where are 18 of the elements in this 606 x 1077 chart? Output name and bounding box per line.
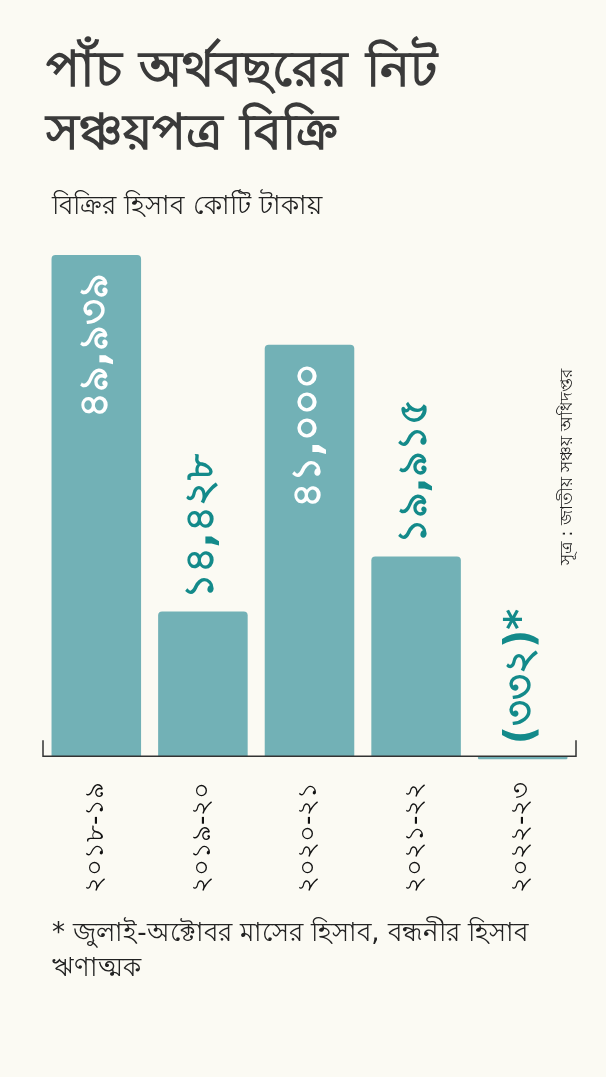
- chart-subtitle: বিক্রির হিসাব কোটি টাকায়: [50, 188, 324, 222]
- bar: [51, 255, 142, 757]
- bar: [264, 344, 355, 757]
- data-label: ৪৯,৯৩৯: [69, 273, 116, 419]
- x-tick-label: ২০২১-২২: [398, 781, 429, 894]
- x-tick-label: ২০১৮-১৯: [79, 781, 110, 894]
- data-label: ১৯,৯১৫: [389, 399, 436, 545]
- data-label: ১৪,৪২৮: [176, 453, 223, 600]
- chart-title: পাঁচ অর্থবছরের নিট সঞ্চয়পত্র বিক্রি: [43, 35, 440, 163]
- bar: [158, 611, 248, 757]
- x-tick-label: ২০২২-২৩: [505, 781, 536, 894]
- data-label: ৪১,০০০: [282, 362, 329, 508]
- text: * জুলাই-অক্টোবর মাসের হিসাব, বন্ধনীর হিসাব ঋণাত্মক: [51, 915, 530, 985]
- data-label: (৩৩২)*: [496, 608, 543, 745]
- bar: [371, 556, 461, 757]
- x-tick-label: ২০১৯-২০: [185, 781, 216, 894]
- annotation: সূত্র : জাতীয় সঞ্চয় অধিদপ্তর: [556, 367, 578, 566]
- x-tick-label: ২০২০-২১: [292, 781, 323, 894]
